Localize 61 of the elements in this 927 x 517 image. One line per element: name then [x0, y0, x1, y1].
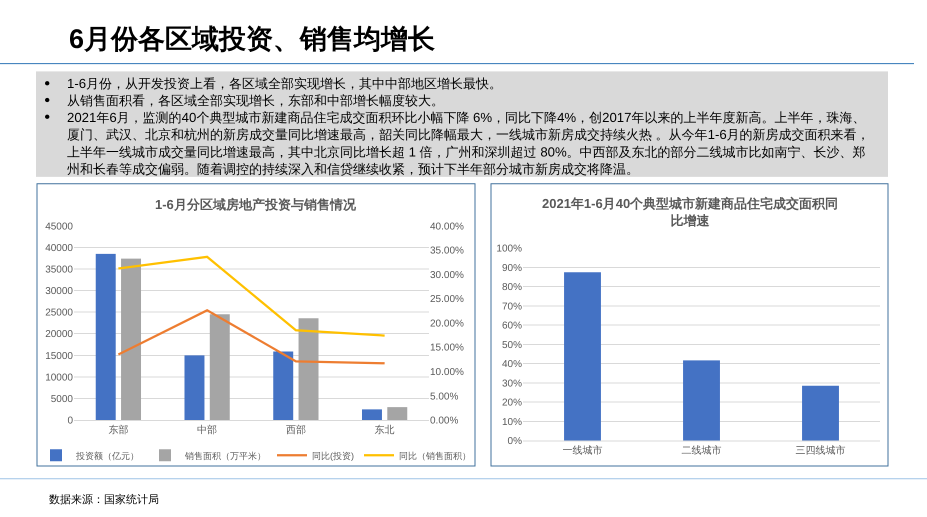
y-tick-label: 40000 — [45, 242, 74, 254]
y-tick-label: 70% — [502, 301, 522, 312]
y-tick-label: 30% — [502, 378, 522, 390]
bar — [184, 355, 204, 420]
y-tick-label: 5000 — [50, 394, 74, 406]
y-tick-label: 100% — [496, 244, 522, 255]
y2-tick-label: 10.00% — [430, 367, 464, 378]
y2-tick-label: 25.00% — [430, 294, 464, 306]
source-note: 数据来源：国家统计局 — [49, 493, 159, 506]
y2-tick-label: 20.00% — [430, 318, 464, 330]
y-tick-label: 0% — [508, 436, 522, 448]
legend-label: 投资额（亿元） — [75, 450, 139, 461]
legend-label: 同比（销售面积） — [399, 450, 471, 461]
bar — [210, 314, 230, 420]
y-tick-label: 90% — [502, 262, 522, 274]
y-tick-label: 30000 — [45, 286, 74, 298]
y-tick-label: 35000 — [45, 264, 74, 276]
line-series — [117, 309, 386, 364]
text: 2021年6月，监测的40个典型城市新建商品住宅成交面积环比小幅下降 6%，同比下降4%，创2017年以来的上半年度新高。上半年，珠海、厦门、武汉、北京和杭州的新房成交量同比增速最高，韶关同比降幅最大，一线城市新房成交持续火热 。从今年1-6月的新房成交面积来看，上半年一线城市成交量同比增速最高，其中北京同比增长超 1 倍，广州和深圳超过 80%。中西部及东北的部分二线城市比如南宁、长沙、郑州和长春等成交偏弱。随着调控的持续深入和信贷继续收紧，预计下半年部分城市新房成交将降温。 — [67, 110, 870, 176]
y2-tick-label: 35.00% — [430, 246, 464, 257]
bar — [121, 258, 142, 420]
bar — [298, 318, 319, 420]
y-tick-label: 50% — [502, 340, 522, 351]
y-tick-label: 25000 — [45, 308, 74, 319]
x-tick-label: 二线城市 — [682, 444, 722, 457]
bar — [387, 407, 408, 420]
chart-title: 2021年1-6月40个典型城市新建商品住宅成交面积同比增速 — [542, 196, 838, 228]
x-tick-label: 一线城市 — [562, 444, 602, 457]
y2-tick-label: 40.00% — [430, 221, 464, 232]
bar — [362, 409, 382, 420]
y2-tick-label: 15.00% — [430, 342, 464, 354]
x-tick-label: 东北 — [374, 424, 395, 436]
y-tick-label: 15000 — [45, 350, 74, 362]
legend-label: 同比(投资) — [312, 450, 354, 461]
x-tick-label: 中部 — [197, 424, 218, 436]
line-series — [117, 256, 386, 337]
bar — [273, 351, 294, 420]
bar — [802, 386, 839, 441]
x-tick-label: 东部 — [108, 424, 128, 436]
bar — [564, 272, 601, 441]
y-tick-label: 45000 — [45, 221, 74, 232]
y-tick-label: 20% — [502, 398, 522, 409]
y-tick-label: 20000 — [45, 329, 74, 340]
text: 从销售面积看，各区域全部实现增长，东部和中部增长幅度较大。 — [67, 93, 444, 108]
text: 1-6月份，从开发投资上看，各区域全部实现增长，其中中部地区增长最快。 — [67, 76, 502, 91]
bar — [683, 360, 720, 441]
x-tick-label: 三四线城市 — [796, 444, 846, 457]
y-tick-label: 40% — [502, 359, 522, 370]
y-tick-label: 60% — [502, 320, 522, 332]
y-tick-label: 80% — [502, 282, 522, 294]
bar — [96, 254, 116, 420]
legend-label: 销售面积（万平米） — [184, 450, 266, 461]
y-tick-label: 0 — [67, 416, 74, 427]
text: 6月份各区域投资、销售均增长 — [69, 24, 436, 54]
chart-title: 1-6月分区域房地产投资与销售情况 — [155, 197, 357, 212]
y2-tick-label: 30.00% — [430, 270, 464, 281]
y2-tick-label: 0.00% — [430, 416, 458, 427]
y2-tick-label: 5.00% — [430, 391, 458, 402]
y-tick-label: 10000 — [45, 372, 74, 384]
x-tick-label: 西部 — [286, 424, 306, 436]
y-tick-label: 10% — [502, 416, 522, 428]
